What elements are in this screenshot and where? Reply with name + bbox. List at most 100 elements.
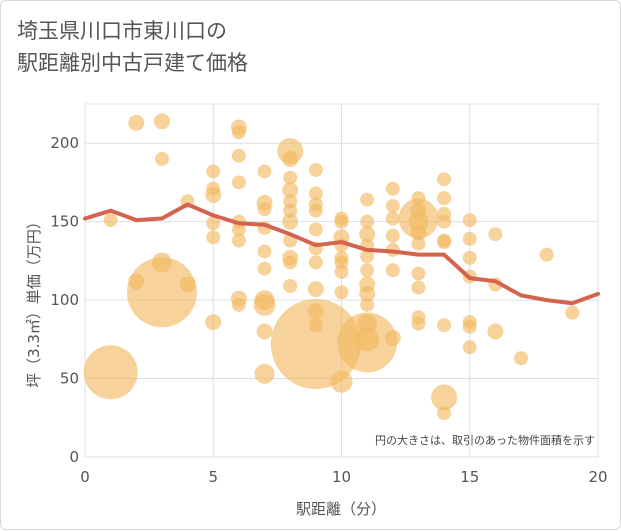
- bubble-series: [83, 113, 580, 421]
- data-point: [283, 255, 298, 270]
- data-point: [437, 214, 452, 229]
- data-point: [308, 186, 323, 201]
- data-point: [360, 249, 375, 264]
- bubble-size-note: 円の大きさは、取引のあった物件面積を示す: [375, 433, 595, 447]
- data-point: [385, 211, 400, 226]
- data-point: [431, 384, 458, 411]
- y-axis-label: 坪（3.3㎡）単価（万円）: [25, 214, 43, 388]
- data-point: [308, 203, 323, 218]
- x-tick-label: 5: [208, 468, 218, 486]
- data-point: [334, 214, 349, 229]
- data-point: [385, 263, 400, 278]
- data-point: [257, 244, 272, 259]
- data-point: [270, 299, 361, 390]
- data-point: [334, 264, 349, 279]
- data-point: [360, 297, 375, 312]
- data-point: [359, 285, 376, 302]
- data-point: [282, 150, 299, 167]
- x-tick-label: 0: [80, 468, 90, 486]
- data-point: [231, 222, 246, 237]
- data-point: [254, 363, 275, 384]
- data-point: [437, 172, 452, 187]
- data-point: [308, 222, 323, 237]
- y-tick-label: 100: [50, 291, 79, 309]
- data-point: [462, 250, 477, 265]
- data-point: [462, 340, 477, 355]
- data-point: [411, 316, 426, 331]
- chart-title-line-1: 埼玉県川口市東川口の: [17, 19, 227, 43]
- data-point: [410, 224, 427, 241]
- data-point: [231, 297, 246, 312]
- x-tick-label: 10: [332, 468, 351, 486]
- data-point: [282, 213, 299, 230]
- data-point: [179, 276, 196, 293]
- data-point: [462, 319, 477, 334]
- data-point: [437, 406, 452, 421]
- data-point: [411, 280, 426, 295]
- trend-line: [83, 202, 600, 306]
- data-point: [153, 113, 170, 130]
- data-point: [462, 213, 477, 228]
- trend-line-series: [83, 202, 600, 306]
- data-point: [462, 231, 477, 246]
- data-point: [360, 214, 375, 229]
- data-point: [231, 125, 246, 140]
- data-point: [384, 329, 401, 346]
- data-point: [437, 318, 452, 333]
- data-point: [283, 203, 298, 218]
- chart-title-line-2: 駅距離別中古戸建て価格: [17, 51, 248, 75]
- data-point: [437, 191, 452, 206]
- data-point: [83, 345, 138, 400]
- data-point: [231, 148, 246, 163]
- data-point: [154, 151, 169, 166]
- data-point: [257, 202, 272, 217]
- data-point: [283, 170, 298, 185]
- data-point: [103, 213, 118, 228]
- data-point: [205, 186, 222, 203]
- data-point: [256, 323, 273, 340]
- data-point: [487, 323, 504, 340]
- chart-title: 埼玉県川口市東川口の 駅距離別中古戸建て価格: [17, 15, 248, 79]
- data-point: [488, 227, 503, 242]
- data-point: [257, 164, 272, 179]
- y-tick-label: 50: [60, 370, 79, 388]
- x-tick-label: 20: [588, 468, 607, 486]
- x-axis-label: 駅距離（分）: [296, 500, 386, 518]
- data-point: [307, 281, 324, 298]
- data-point: [126, 257, 197, 328]
- data-point: [206, 230, 221, 245]
- data-point: [514, 351, 529, 366]
- data-point: [231, 175, 246, 190]
- x-tick-label: 15: [460, 468, 479, 486]
- data-point: [565, 305, 580, 320]
- data-point: [308, 255, 323, 270]
- data-point: [385, 198, 400, 213]
- data-point: [359, 226, 376, 243]
- data-point: [231, 233, 246, 248]
- data-point: [128, 114, 145, 131]
- data-point: [253, 293, 276, 316]
- data-point: [205, 314, 222, 331]
- data-point: [206, 216, 221, 231]
- data-point: [337, 312, 398, 373]
- y-tick-label: 150: [50, 213, 79, 231]
- data-point: [385, 181, 400, 196]
- data-point: [385, 228, 400, 243]
- data-point: [539, 247, 554, 262]
- data-point: [257, 261, 272, 276]
- data-point: [411, 236, 426, 251]
- data-point: [206, 164, 221, 179]
- data-point: [308, 162, 323, 177]
- data-point: [282, 182, 299, 199]
- data-point: [411, 266, 426, 281]
- y-tick-label: 200: [50, 134, 79, 152]
- data-point: [360, 263, 375, 278]
- data-point: [437, 235, 452, 250]
- data-point: [360, 192, 375, 207]
- data-point: [330, 370, 353, 393]
- data-point: [283, 278, 298, 293]
- y-tick-label: 0: [69, 448, 79, 466]
